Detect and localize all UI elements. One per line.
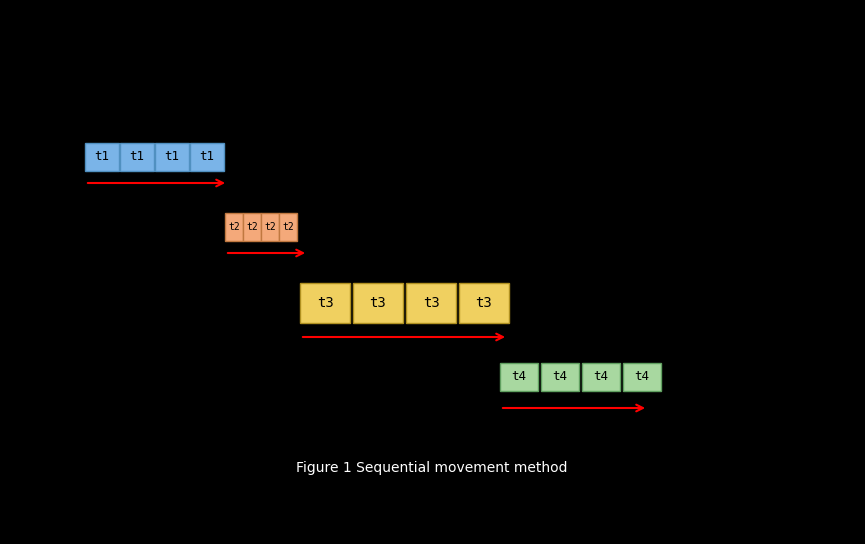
Text: Figure 1 Sequential movement method: Figure 1 Sequential movement method xyxy=(296,461,567,475)
Bar xyxy=(261,213,279,241)
Bar xyxy=(225,213,243,241)
Bar xyxy=(623,363,661,391)
Bar xyxy=(541,363,579,391)
Text: t3: t3 xyxy=(369,296,387,310)
Text: t2: t2 xyxy=(247,222,258,232)
Text: t4: t4 xyxy=(511,370,527,384)
Text: t1: t1 xyxy=(164,151,180,164)
Text: t3: t3 xyxy=(317,296,333,310)
Text: t4: t4 xyxy=(553,370,567,384)
Text: t2: t2 xyxy=(264,222,276,232)
Bar xyxy=(155,143,189,171)
Bar xyxy=(582,363,620,391)
Text: t3: t3 xyxy=(476,296,492,310)
Text: t2: t2 xyxy=(228,222,240,232)
Text: t1: t1 xyxy=(130,151,144,164)
Bar xyxy=(500,363,538,391)
Bar xyxy=(459,283,509,323)
Bar xyxy=(279,213,297,241)
Bar xyxy=(300,283,350,323)
Bar xyxy=(85,143,119,171)
Text: t4: t4 xyxy=(635,370,650,384)
Text: t3: t3 xyxy=(423,296,439,310)
Text: t2: t2 xyxy=(282,222,294,232)
Bar xyxy=(120,143,154,171)
Text: t1: t1 xyxy=(94,151,110,164)
Bar xyxy=(243,213,261,241)
Bar xyxy=(353,283,403,323)
Text: t4: t4 xyxy=(593,370,608,384)
Text: t1: t1 xyxy=(200,151,215,164)
Bar xyxy=(406,283,456,323)
Bar xyxy=(190,143,224,171)
